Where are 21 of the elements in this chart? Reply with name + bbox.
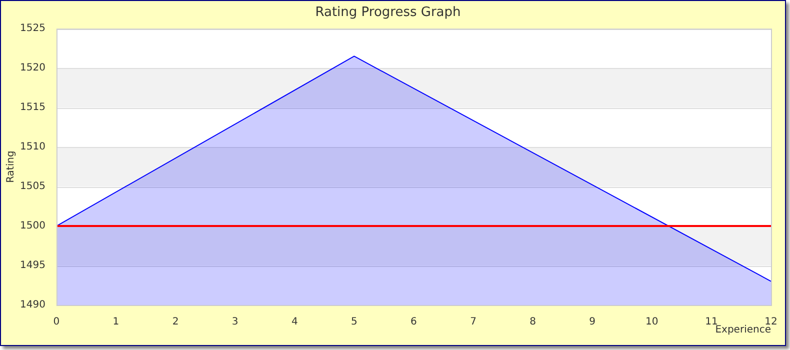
chart-title: Rating Progress Graph xyxy=(315,5,461,20)
x-tick-label: 3 xyxy=(232,316,238,328)
x-tick-label: 9 xyxy=(589,316,596,328)
x-tick-label: 10 xyxy=(646,316,658,328)
y-tick-label: 1515 xyxy=(20,102,46,114)
y-tick-label: 1510 xyxy=(20,142,46,153)
y-tick-label: 1525 xyxy=(20,23,46,34)
x-tick-label: 4 xyxy=(291,316,298,328)
y-tick-label: 1495 xyxy=(20,260,46,272)
x-tick-label: 8 xyxy=(530,316,536,328)
y-tick-label: 1520 xyxy=(20,62,46,74)
x-tick-label: 5 xyxy=(350,316,358,328)
x-tick-label: 0 xyxy=(53,316,60,328)
x-tick-label: 7 xyxy=(470,316,476,328)
y-tick-label: 1500 xyxy=(20,220,46,232)
x-tick-label: 1 xyxy=(112,316,120,328)
y-tick-label: 1490 xyxy=(20,300,46,311)
y-axis-title: Rating xyxy=(6,150,17,183)
y-tick-label: 1505 xyxy=(20,181,46,192)
x-tick-label: 6 xyxy=(410,316,417,328)
x-tick-label: 2 xyxy=(172,316,179,328)
